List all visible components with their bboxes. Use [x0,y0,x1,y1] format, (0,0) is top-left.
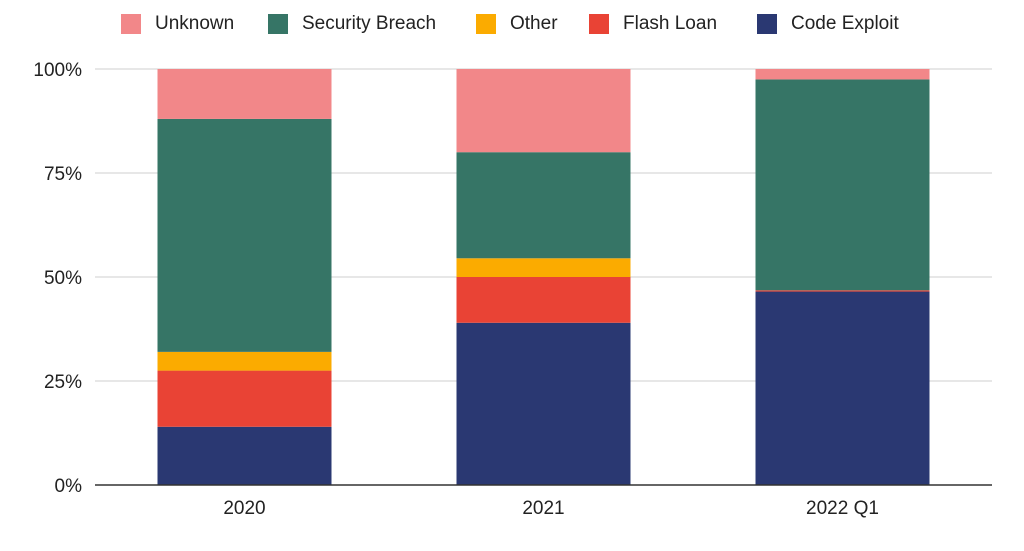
bar-unknown-2022-q1 [755,69,930,80]
bar-security-breach-2020 [157,118,332,352]
bar-flash-loan-2021 [456,277,631,323]
y-tick-label: 100% [33,60,82,81]
legend-item-security-breach: Security Breach [268,10,436,38]
y-tick-label: 75% [44,164,82,185]
bar-other-2021 [456,258,631,277]
bar-unknown-2020 [157,69,332,119]
bar-code-exploit-2021 [456,322,631,485]
bar-flash-loan-2020 [157,370,332,427]
legend-label: Security Breach [302,13,437,34]
legend-label: Unknown [155,13,235,34]
legend-swatch [757,14,777,34]
legend-item-unknown: Unknown [121,10,234,38]
bar-code-exploit-2022-q1 [755,291,930,485]
bar-other-2020 [157,351,332,371]
bar-security-breach-2021 [456,152,631,259]
bar-security-breach-2022-q1 [755,79,930,291]
y-tick-label: 50% [44,268,82,289]
legend-swatch [268,14,288,34]
chart-legend: Unknown Security Breach Other Flash Loan Cod… [0,10,1024,38]
x-tick-label: 2022 Q1 [806,498,879,519]
x-tick-label: 2021 [522,498,564,519]
legend-swatch [589,14,609,34]
legend-label: Other [510,13,558,34]
y-tick-label: 0% [55,476,83,497]
legend-swatch [476,14,496,34]
legend-item-code-exploit: Code Exploit [757,10,899,38]
bar-unknown-2021 [456,69,631,153]
legend-label: Flash Loan [623,13,718,34]
y-tick-label: 25% [44,372,82,393]
legend-item-flash-loan: Flash Loan [589,10,717,38]
legend-item-other: Other [476,10,558,38]
bar-flash-loan-2022-q1 [755,290,930,292]
legend-label: Code Exploit [791,13,899,34]
legend-swatch [121,14,141,34]
x-tick-label: 2020 [223,498,265,519]
bar-code-exploit-2020 [157,426,332,485]
